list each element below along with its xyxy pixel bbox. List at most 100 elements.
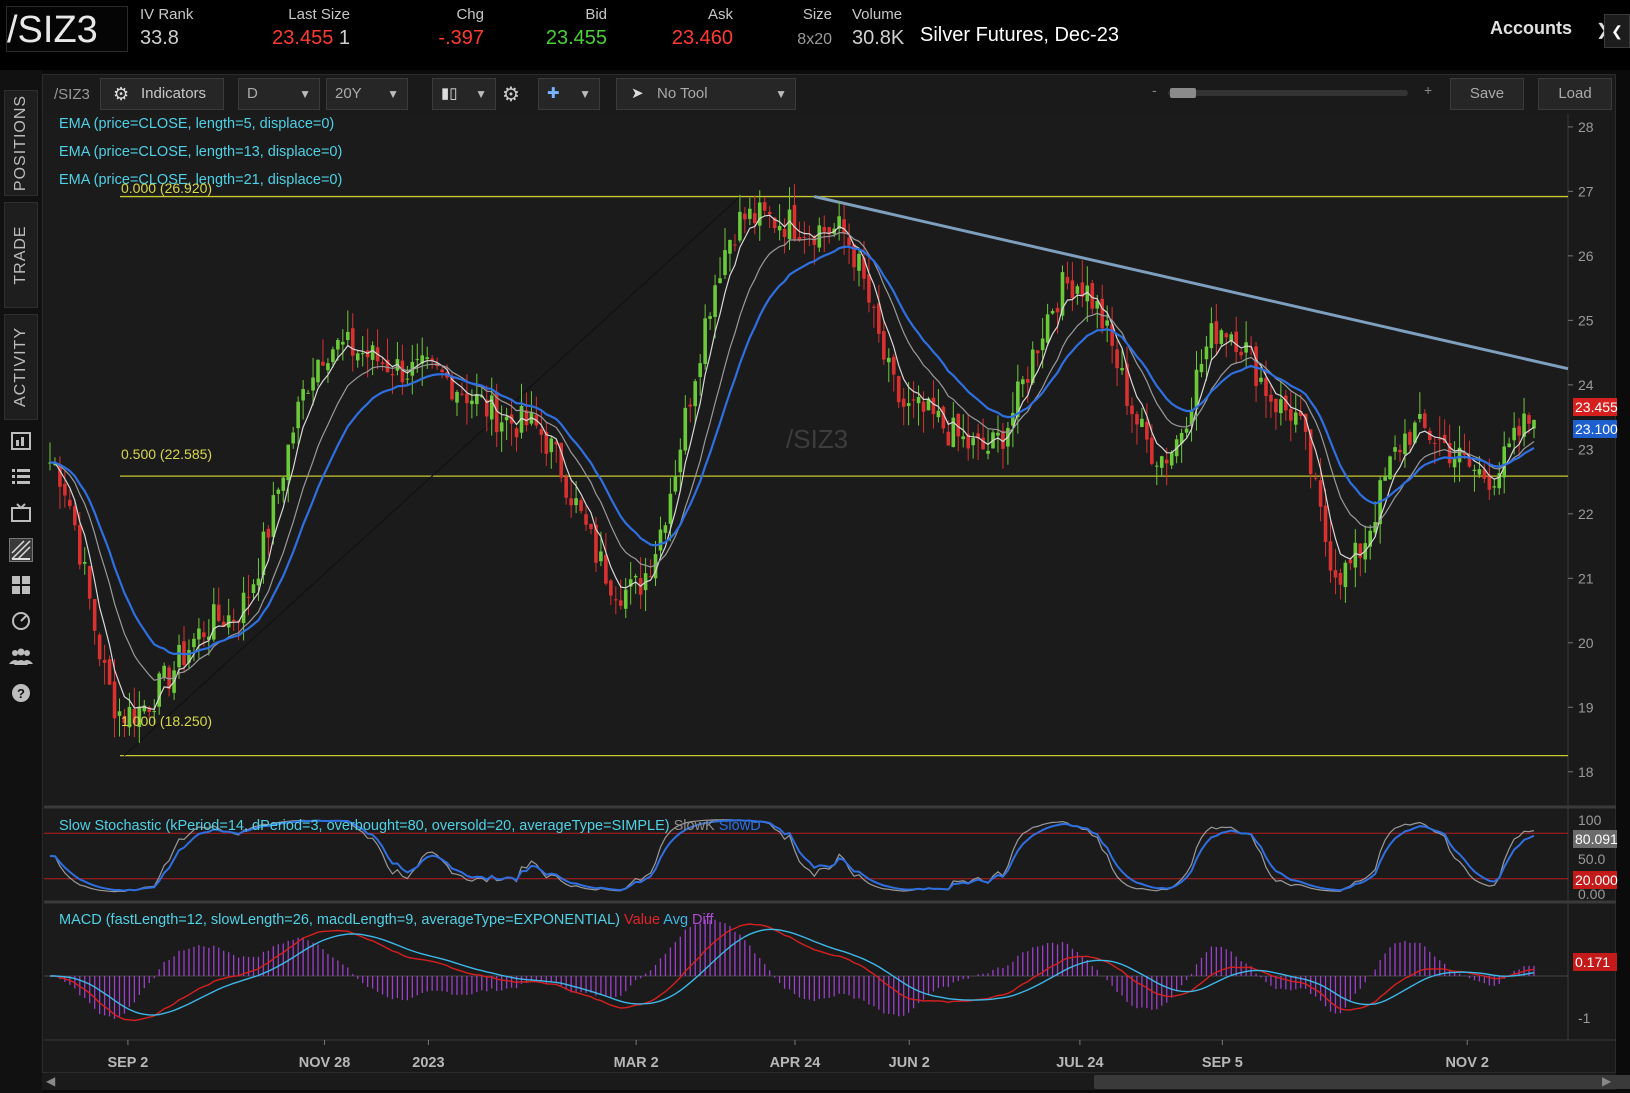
collapse-panel-icon[interactable]: ❮ (1604, 14, 1630, 48)
last-price-tag: 23.455 (1573, 398, 1618, 416)
candle-body (1239, 351, 1243, 356)
candle-body (1040, 338, 1045, 351)
time-scrollbar[interactable]: ◀ ▶ (42, 1072, 1630, 1090)
macd-value-line (50, 923, 1535, 1022)
aggregation-select[interactable]: D ▼ (238, 78, 320, 110)
candle-body (504, 416, 509, 421)
candle-body (524, 410, 529, 426)
candle-body (663, 525, 668, 533)
candle-body (698, 363, 702, 378)
ema5-label[interactable]: EMA (price=CLOSE, length=5, displace=0) (59, 116, 335, 132)
candle-body (286, 444, 291, 481)
candle-body (673, 475, 678, 492)
candle-body (266, 528, 271, 538)
list-icon[interactable] (9, 466, 33, 490)
candle-body (1427, 430, 1432, 440)
candle-body (1492, 486, 1497, 488)
stochastic-title[interactable]: Slow Stochastic (kPeriod=14, dPeriod=3, … (59, 818, 761, 834)
tab-trade[interactable]: TRADE (4, 202, 38, 308)
candle-body (182, 641, 186, 665)
stochastic-pane (44, 810, 1568, 900)
zoom-in-button[interactable]: + (1424, 82, 1433, 98)
candle-body (276, 489, 281, 494)
candle-body (718, 278, 722, 284)
macd-title[interactable]: MACD (fastLength=12, slowLength=26, macd… (59, 912, 714, 928)
chart-symbol-label[interactable]: /SIZ3 (54, 80, 96, 110)
scroll-thumb[interactable] (1094, 1075, 1630, 1089)
candle-body (68, 499, 72, 507)
candle-body (936, 410, 941, 418)
candle-body (1209, 323, 1214, 349)
load-button[interactable]: Load (1538, 78, 1612, 110)
zoom-slider-handle[interactable] (1170, 88, 1196, 98)
candle-body (1045, 314, 1050, 343)
candle-body (1373, 521, 1377, 533)
candle-body (882, 331, 886, 360)
grid-icon[interactable] (9, 574, 33, 598)
drawing-set-select[interactable]: ✚ ▼ (538, 78, 600, 110)
tv-icon[interactable] (9, 502, 33, 526)
candle-body (1035, 350, 1040, 354)
change-label: Chg (456, 6, 484, 23)
candle-body (117, 711, 122, 716)
timeframe-select[interactable]: 20Y ▼ (326, 78, 408, 110)
candle-body (355, 353, 360, 361)
chart-bars-icon[interactable] (9, 430, 33, 454)
candle-body (326, 363, 330, 371)
zoom-slider[interactable] (1168, 88, 1408, 98)
candle-body (782, 229, 787, 237)
stoch-axis-0: 0.00 (1578, 886, 1606, 902)
candle-body (733, 244, 737, 246)
candle-body (797, 236, 802, 241)
candle-body (296, 401, 300, 429)
candle-body (1303, 413, 1308, 432)
candle-body (752, 213, 757, 224)
volume-stat: Volume 30.8K (852, 6, 912, 50)
candle-body (668, 493, 673, 524)
people-icon[interactable] (9, 646, 33, 670)
candle-body (1333, 570, 1338, 578)
scroll-right-icon[interactable]: ▶ (1602, 1074, 1612, 1088)
candle-body (609, 580, 613, 596)
accounts-menu[interactable]: Accounts (1490, 18, 1573, 38)
candle-body (499, 422, 504, 432)
tab-positions[interactable]: POSITIONS (4, 90, 38, 196)
ema21-label[interactable]: EMA (price=CLOSE, length=21, displace=0) (59, 172, 343, 188)
candle-body (1140, 418, 1144, 427)
candle-body (73, 506, 77, 526)
candle-body (822, 226, 827, 232)
candle-body (1403, 433, 1407, 455)
gauge-icon[interactable] (9, 610, 33, 634)
symbol-input[interactable]: /SIZ3 (6, 6, 128, 52)
candle-body (1214, 321, 1219, 345)
last-value: 23.455 (272, 27, 334, 49)
x-tick-label: JUN 2 (889, 1055, 930, 1071)
candle-body (1452, 458, 1457, 468)
help-icon[interactable]: ? (9, 682, 33, 706)
candle-body (956, 413, 961, 437)
ema13-label[interactable]: EMA (price=CLOSE, length=13, displace=0) (59, 144, 343, 160)
candle-body (1169, 452, 1174, 466)
y-tick-label: 22 (1578, 506, 1594, 522)
chart-style-select[interactable]: ▮▯ ▼ (432, 78, 496, 110)
candle-body (1413, 422, 1417, 443)
tab-activity[interactable]: ACTIVITY (4, 314, 38, 420)
indicators-button[interactable]: ⚙ Indicators (100, 78, 224, 110)
candle-body (847, 237, 851, 246)
macd-axis-neg1: -1 (1578, 1010, 1591, 1026)
candle-body (1264, 378, 1268, 396)
candle-body (211, 604, 216, 640)
gear-icon[interactable]: ⚙ (502, 84, 520, 106)
candle-body (633, 575, 638, 578)
resistance-trendline (813, 195, 1569, 371)
drawing-tool-select[interactable]: ➤ No Tool ▼ (616, 78, 796, 110)
drawing-icon[interactable] (9, 538, 33, 562)
zoom-out-button[interactable]: - (1152, 82, 1157, 98)
scroll-left-icon[interactable]: ◀ (46, 1074, 56, 1088)
candle-body (127, 707, 132, 728)
ema-price-tag: 23.100 (1573, 420, 1618, 438)
candle-body (1050, 310, 1055, 314)
candle-body (986, 450, 990, 454)
save-button[interactable]: Save (1450, 78, 1524, 110)
